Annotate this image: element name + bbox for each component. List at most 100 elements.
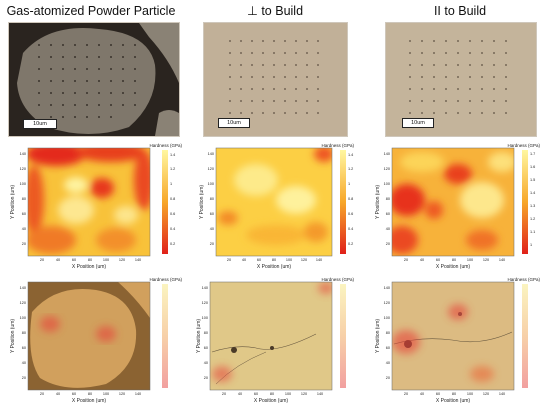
y-tick: 120 [202, 301, 208, 305]
indent-grid [229, 40, 319, 114]
y-axis-label: Y Position (um) [196, 319, 202, 353]
x-axis-label: X Position (um) [254, 398, 289, 404]
y-tick: 80 [204, 331, 208, 335]
x-tick: 20 [404, 392, 408, 396]
x-tick: 140 [316, 258, 322, 262]
indent-grid [38, 44, 136, 118]
micrograph-perpendicular: 10um [203, 22, 348, 137]
y-tick: 60 [22, 212, 26, 216]
hardness-map-parallel: Hardness (GPa) 1.7 1.6 1.5 1.4 1.3 1.2 1 [372, 140, 542, 270]
overlay-parallel: Hardness (GPa) 140 120 100 80 60 40 20 2… [372, 274, 542, 404]
colorbar [522, 284, 528, 388]
hardness-map-perpendicular: Hardness (GPa) 1.4 1.2 1 0.8 0.6 0.4 0.2… [196, 140, 356, 270]
y-axis-label: Y Position (um) [199, 185, 205, 219]
y-axis-label: Y Position (um) [375, 319, 381, 353]
y-tick: 60 [386, 212, 390, 216]
y-tick: 40 [22, 227, 26, 231]
colorbar [340, 150, 346, 254]
y-tick: 140 [20, 286, 26, 290]
colorbar-tick: 1.2 [530, 217, 535, 221]
y-tick: 140 [202, 286, 208, 290]
overlay-field [392, 282, 514, 390]
y-tick: 40 [204, 361, 208, 365]
y-tick: 100 [20, 182, 26, 186]
y-tick: 60 [22, 346, 26, 350]
y-tick: 80 [22, 331, 26, 335]
x-tick: 20 [40, 258, 44, 262]
y-tick: 40 [386, 227, 390, 231]
y-tick: 20 [386, 376, 390, 380]
x-tick: 80 [88, 258, 92, 262]
y-axis-label: Y Position (um) [10, 185, 16, 219]
scale-bar-label: 10um [402, 118, 434, 128]
y-tick: 100 [384, 182, 390, 186]
x-tick: 100 [285, 392, 291, 396]
micrograph-powder: 10um [8, 22, 180, 137]
x-tick: 140 [135, 258, 141, 262]
x-tick: 80 [88, 392, 92, 396]
x-tick: 40 [56, 392, 60, 396]
y-tick: 20 [22, 376, 26, 380]
x-tick: 100 [467, 392, 473, 396]
colorbar-tick: 0.4 [170, 227, 175, 231]
x-axis-label: X Position (um) [436, 264, 471, 270]
y-tick: 20 [210, 242, 214, 246]
x-tick: 20 [404, 258, 408, 262]
y-tick: 100 [208, 182, 214, 186]
x-tick: 140 [135, 392, 141, 396]
y-tick: 60 [386, 346, 390, 350]
y-tick: 120 [384, 167, 390, 171]
y-tick: 140 [208, 152, 214, 156]
colorbar [522, 150, 528, 254]
x-tick: 120 [483, 392, 489, 396]
column-title-parallel: II to Build [433, 4, 487, 18]
x-tick: 20 [222, 392, 226, 396]
hardness-map-powder: Hardness (GPa) 1.4 1.2 1 0.8 0.6 [6, 140, 184, 270]
x-axis-label: X Position (um) [72, 264, 107, 270]
colorbar-tick: 1.7 [530, 152, 535, 156]
y-tick: 140 [384, 152, 390, 156]
colorbar-tick: 0.8 [170, 197, 175, 201]
overlay-perpendicular: Hardness (GPa) 140 120 100 80 60 40 20 2… [196, 274, 356, 404]
colorbar-tick: 1.6 [530, 165, 535, 169]
x-tick: 140 [499, 258, 505, 262]
x-tick: 40 [56, 258, 60, 262]
y-tick: 60 [204, 346, 208, 350]
y-tick: 40 [386, 361, 390, 365]
x-tick: 60 [436, 392, 440, 396]
x-tick: 120 [119, 392, 125, 396]
x-tick: 100 [286, 258, 292, 262]
colorbar-title: Hardness (GPa) [321, 143, 354, 148]
x-tick: 80 [452, 258, 456, 262]
x-tick: 100 [103, 392, 109, 396]
y-tick: 20 [204, 376, 208, 380]
y-axis-label: Y Position (um) [10, 319, 16, 353]
y-tick: 140 [384, 286, 390, 290]
y-tick: 140 [20, 152, 26, 156]
y-tick: 120 [384, 301, 390, 305]
x-tick: 120 [483, 258, 489, 262]
x-axis-label: X Position (um) [72, 398, 107, 404]
x-tick: 120 [301, 258, 307, 262]
contour-field [392, 148, 514, 256]
contour-field [28, 148, 150, 256]
colorbar-tick: 0.8 [348, 197, 353, 201]
x-tick: 100 [467, 258, 473, 262]
colorbar-tick: 1.4 [348, 153, 353, 157]
x-tick: 80 [272, 258, 276, 262]
micrograph-parallel: 10um [385, 22, 537, 137]
x-tick: 100 [103, 258, 109, 262]
overlay-field [210, 282, 332, 390]
x-tick: 140 [317, 392, 323, 396]
contour-field [216, 148, 332, 256]
x-tick: 40 [242, 258, 246, 262]
y-tick: 80 [386, 331, 390, 335]
x-tick: 20 [227, 258, 231, 262]
x-tick: 120 [301, 392, 307, 396]
y-tick: 100 [202, 316, 208, 320]
colorbar-tick: 0.2 [348, 242, 353, 246]
colorbar-tick: 1 [170, 182, 172, 186]
indent-grid [409, 40, 507, 114]
colorbar-title: Hardness (GPa) [149, 277, 182, 282]
y-tick: 120 [20, 301, 26, 305]
